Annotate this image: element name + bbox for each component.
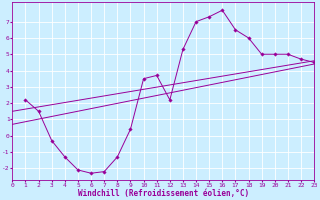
X-axis label: Windchill (Refroidissement éolien,°C): Windchill (Refroidissement éolien,°C) <box>78 189 249 198</box>
